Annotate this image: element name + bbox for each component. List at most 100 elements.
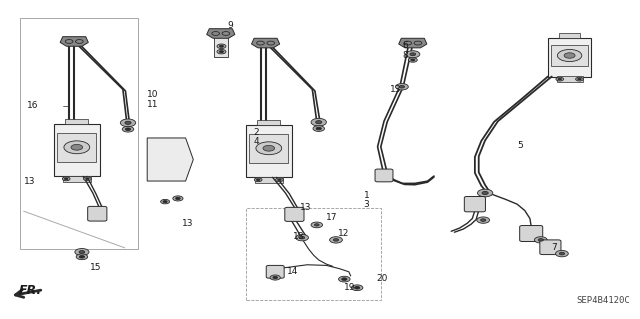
Circle shape bbox=[257, 179, 260, 181]
Circle shape bbox=[296, 234, 308, 241]
Circle shape bbox=[79, 251, 84, 253]
Text: 13: 13 bbox=[24, 177, 36, 186]
Circle shape bbox=[316, 127, 321, 130]
Circle shape bbox=[564, 53, 575, 58]
Text: 13: 13 bbox=[182, 219, 194, 228]
FancyBboxPatch shape bbox=[257, 120, 280, 124]
Text: 8: 8 bbox=[402, 51, 408, 60]
FancyBboxPatch shape bbox=[88, 206, 107, 221]
Text: 12: 12 bbox=[338, 229, 349, 238]
Circle shape bbox=[556, 77, 564, 81]
Circle shape bbox=[557, 49, 582, 62]
Circle shape bbox=[311, 222, 323, 228]
FancyBboxPatch shape bbox=[57, 133, 97, 162]
Circle shape bbox=[481, 219, 486, 221]
Circle shape bbox=[161, 199, 170, 204]
Text: 9: 9 bbox=[227, 21, 233, 30]
FancyBboxPatch shape bbox=[255, 177, 283, 183]
FancyBboxPatch shape bbox=[285, 207, 304, 221]
Circle shape bbox=[217, 49, 226, 54]
Polygon shape bbox=[399, 38, 427, 48]
Text: 5: 5 bbox=[517, 141, 523, 150]
Text: 10: 10 bbox=[147, 90, 159, 99]
Circle shape bbox=[65, 178, 68, 180]
Circle shape bbox=[173, 196, 183, 201]
FancyBboxPatch shape bbox=[551, 45, 588, 66]
FancyBboxPatch shape bbox=[548, 38, 591, 77]
FancyBboxPatch shape bbox=[65, 119, 88, 123]
Circle shape bbox=[278, 179, 281, 181]
FancyBboxPatch shape bbox=[246, 124, 292, 177]
Text: 4: 4 bbox=[253, 137, 259, 146]
Circle shape bbox=[477, 189, 493, 197]
Circle shape bbox=[411, 59, 415, 61]
Circle shape bbox=[86, 178, 89, 180]
Polygon shape bbox=[60, 37, 88, 46]
Circle shape bbox=[125, 128, 131, 130]
Text: 14: 14 bbox=[287, 267, 298, 276]
Text: 1: 1 bbox=[364, 191, 369, 200]
Circle shape bbox=[534, 237, 547, 243]
Circle shape bbox=[276, 178, 284, 182]
Circle shape bbox=[64, 141, 90, 154]
Circle shape bbox=[175, 197, 180, 200]
Circle shape bbox=[408, 58, 417, 62]
Circle shape bbox=[122, 126, 134, 132]
Circle shape bbox=[71, 145, 83, 150]
Circle shape bbox=[220, 45, 223, 47]
Text: 7: 7 bbox=[552, 243, 557, 252]
Circle shape bbox=[355, 286, 360, 289]
FancyBboxPatch shape bbox=[559, 33, 580, 38]
Circle shape bbox=[477, 217, 490, 223]
FancyBboxPatch shape bbox=[214, 37, 228, 57]
Text: 18: 18 bbox=[293, 232, 305, 241]
FancyBboxPatch shape bbox=[540, 240, 561, 255]
Text: 17: 17 bbox=[326, 213, 338, 222]
Circle shape bbox=[342, 278, 347, 280]
Circle shape bbox=[79, 256, 84, 258]
Text: 20: 20 bbox=[376, 274, 388, 283]
Circle shape bbox=[254, 178, 262, 182]
Text: 19: 19 bbox=[344, 283, 356, 292]
Circle shape bbox=[482, 191, 488, 195]
Circle shape bbox=[263, 145, 275, 151]
Circle shape bbox=[270, 275, 280, 280]
Circle shape bbox=[559, 252, 564, 255]
Text: 15: 15 bbox=[90, 263, 101, 272]
Text: 13: 13 bbox=[300, 204, 311, 212]
Circle shape bbox=[558, 78, 561, 80]
Circle shape bbox=[314, 224, 319, 226]
FancyBboxPatch shape bbox=[557, 76, 582, 82]
Circle shape bbox=[273, 276, 278, 279]
Polygon shape bbox=[252, 38, 280, 48]
Circle shape bbox=[62, 177, 70, 181]
FancyBboxPatch shape bbox=[266, 265, 284, 278]
Circle shape bbox=[125, 121, 131, 124]
Circle shape bbox=[217, 44, 226, 48]
Polygon shape bbox=[207, 29, 235, 38]
Circle shape bbox=[538, 239, 543, 241]
Text: 13: 13 bbox=[390, 85, 402, 94]
Circle shape bbox=[220, 51, 223, 53]
Circle shape bbox=[339, 276, 350, 282]
Circle shape bbox=[75, 249, 89, 256]
Circle shape bbox=[300, 236, 305, 239]
Circle shape bbox=[120, 119, 136, 127]
FancyBboxPatch shape bbox=[249, 134, 289, 163]
FancyBboxPatch shape bbox=[375, 169, 393, 182]
Circle shape bbox=[333, 239, 339, 241]
Circle shape bbox=[410, 53, 415, 56]
Circle shape bbox=[351, 285, 363, 291]
Text: 3: 3 bbox=[364, 200, 369, 209]
Circle shape bbox=[313, 126, 324, 131]
Circle shape bbox=[578, 78, 581, 80]
Polygon shape bbox=[147, 138, 193, 181]
Text: SEP4B4120C: SEP4B4120C bbox=[577, 296, 630, 305]
Circle shape bbox=[556, 250, 568, 257]
Text: 16: 16 bbox=[27, 101, 38, 110]
Circle shape bbox=[406, 51, 420, 58]
Text: 2: 2 bbox=[253, 128, 259, 137]
Circle shape bbox=[396, 84, 408, 90]
Circle shape bbox=[84, 177, 92, 181]
Text: 11: 11 bbox=[147, 100, 159, 109]
